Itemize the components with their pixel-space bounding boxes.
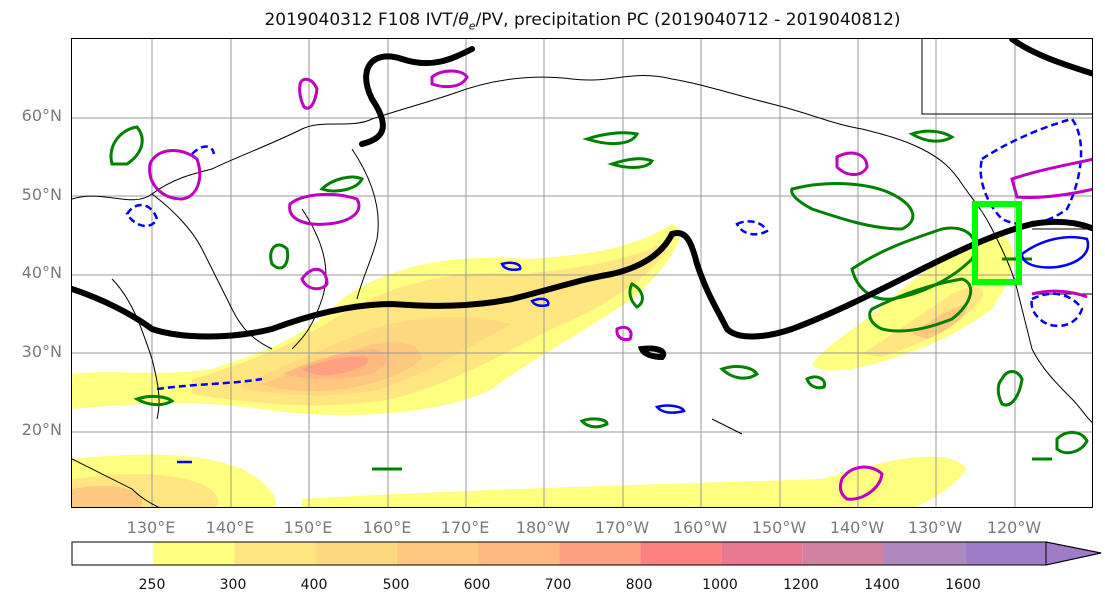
colorbar-tick-700: 700 (544, 577, 572, 593)
lat-label-30: 30°N (21, 342, 62, 361)
colorbar-segment (802, 542, 884, 565)
lon-label-160w: 160°W (672, 518, 728, 537)
lon-label-130e: 130°E (126, 518, 176, 537)
lon-label-150w: 150°W (751, 518, 807, 537)
chart-title: 2019040312 F108 IVT/θe/PV, precipitation… (264, 10, 901, 33)
lon-label-140e: 140°E (205, 518, 255, 537)
colorbar-segment (559, 542, 641, 565)
map-panel (71, 38, 1093, 508)
colorbar-outline (71, 541, 1102, 566)
colorbar-tick-1000: 1000 (702, 577, 738, 593)
highlight-region-box (972, 201, 1022, 285)
colorbar-segment (721, 542, 803, 565)
colorbar-tick-300: 300 (219, 577, 247, 593)
jet-contour (72, 39, 1092, 361)
colorbar-segment (884, 542, 966, 565)
lat-label-40: 40°N (21, 263, 62, 282)
colorbar-extend-arrow (1045, 541, 1102, 566)
colorbar-tick-1400: 1400 (864, 577, 900, 593)
theta-e-contours (148, 69, 1092, 501)
colorbar-segment (72, 542, 154, 565)
lat-label-60: 60°N (21, 106, 62, 125)
colorbar-segment (234, 542, 316, 565)
colorbar-segment (315, 542, 397, 565)
colorbar-segment (965, 542, 1046, 565)
lon-label-130w: 130°W (907, 518, 963, 537)
graticule (72, 39, 1092, 507)
colorbar-segment (640, 542, 722, 565)
colorbar-tick-250: 250 (138, 577, 166, 593)
lon-label-170w: 170°W (594, 518, 650, 537)
lon-label-170e: 170°E (440, 518, 490, 537)
colorbar-tick-800: 800 (625, 577, 653, 593)
colorbar-segment (153, 542, 235, 565)
ivt-shading (72, 224, 1013, 507)
lat-label-20: 20°N (21, 420, 62, 439)
lon-label-120w: 120°W (986, 518, 1042, 537)
map-canvas (72, 39, 1092, 507)
colorbar-segment (478, 542, 560, 565)
lon-label-140w: 140°W (829, 518, 885, 537)
colorbar-segment (396, 542, 478, 565)
coastlines (72, 39, 1092, 507)
colorbar-tick-1600: 1600 (945, 577, 981, 593)
colorbar-tick-600: 600 (463, 577, 491, 593)
lat-label-50: 50°N (21, 185, 62, 204)
lon-label-150e: 150°E (283, 518, 333, 537)
colorbar-segments (72, 542, 1046, 565)
colorbar-tick-500: 500 (382, 577, 410, 593)
colorbar-tick-400: 400 (300, 577, 328, 593)
lon-label-180w: 180°W (515, 518, 571, 537)
lon-label-160e: 160°E (362, 518, 412, 537)
colorbar (71, 541, 1102, 566)
colorbar-tick-1200: 1200 (783, 577, 819, 593)
